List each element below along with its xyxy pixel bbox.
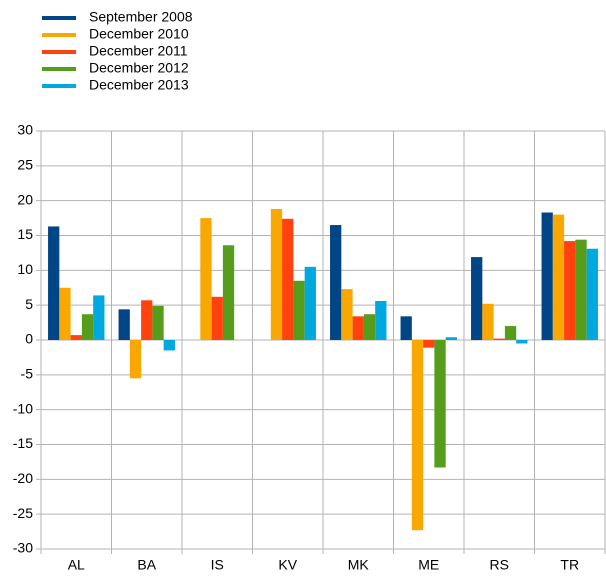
- bar: [375, 300, 387, 340]
- bar: [270, 209, 283, 340]
- y-tick-label: 20: [17, 191, 33, 207]
- bar: [434, 340, 446, 468]
- bar: [163, 340, 175, 351]
- legend-swatch: [42, 50, 76, 54]
- y-tick-label: 15: [17, 226, 33, 242]
- bar: [575, 239, 587, 340]
- y-tick-label: 5: [25, 296, 33, 312]
- bar: [81, 314, 94, 340]
- x-tick-label: MK: [348, 557, 370, 573]
- y-tick-label: -10: [13, 400, 33, 416]
- y-tick-label: -20: [13, 470, 33, 486]
- bar: [59, 287, 71, 340]
- y-tick-label: 30: [17, 122, 33, 138]
- y-tick-label: -30: [13, 540, 33, 556]
- x-tick-label: BA: [137, 557, 156, 573]
- legend-swatch: [42, 67, 76, 71]
- y-tick-label: 0: [25, 331, 33, 347]
- bar: [482, 303, 494, 340]
- bar: [141, 300, 153, 340]
- bar: [200, 218, 212, 340]
- bar: [586, 248, 598, 340]
- bar: [330, 225, 342, 340]
- y-tick-label: 25: [17, 157, 33, 173]
- bar: [48, 226, 60, 340]
- bar: [70, 335, 82, 340]
- bar: [304, 266, 316, 340]
- x-tick-label: RS: [490, 557, 509, 573]
- bar: [93, 295, 105, 340]
- bar: [118, 309, 130, 340]
- bar: [564, 241, 576, 340]
- bar: [541, 212, 553, 340]
- bar: [129, 340, 142, 379]
- y-tick-label: -15: [13, 435, 33, 451]
- bar: [341, 289, 353, 340]
- bar: [293, 280, 305, 340]
- bar: [423, 340, 435, 348]
- legend-label: December 2012: [89, 60, 189, 76]
- x-tick-label: IS: [211, 557, 224, 573]
- x-tick-label: KV: [278, 557, 297, 573]
- legend-label: December 2011: [89, 43, 188, 59]
- bar: [504, 326, 517, 340]
- y-tick-label: 10: [17, 261, 33, 277]
- bar: [152, 305, 164, 340]
- legend-swatch: [42, 33, 76, 37]
- bar: [445, 337, 457, 340]
- y-tick-label: -5: [21, 366, 34, 382]
- bar: [516, 340, 528, 344]
- bar: [222, 245, 235, 340]
- legend-swatch: [42, 84, 76, 88]
- bar: [211, 296, 223, 340]
- bar: [282, 218, 294, 340]
- x-tick-label: TR: [560, 557, 579, 573]
- bar: [493, 338, 505, 340]
- legend-label: December 2010: [89, 26, 189, 42]
- bar: [411, 340, 424, 531]
- bar: [471, 257, 483, 340]
- bar: [352, 316, 364, 340]
- y-tick-label: -25: [13, 505, 33, 521]
- bar: [400, 316, 412, 340]
- x-tick-label: AL: [68, 557, 85, 573]
- legend-label: December 2013: [89, 77, 189, 93]
- bar: [552, 214, 565, 340]
- x-tick-label: ME: [418, 557, 439, 573]
- legend-label: September 2008: [89, 9, 193, 25]
- legend-swatch: [42, 16, 76, 20]
- bar: [363, 314, 376, 340]
